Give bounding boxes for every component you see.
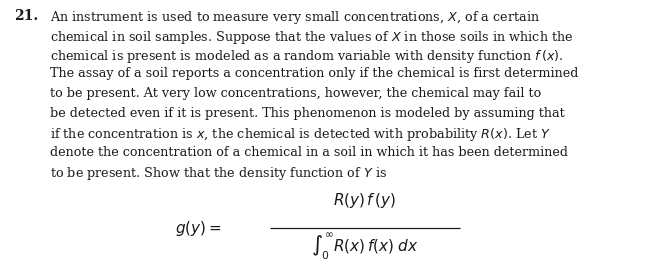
- Text: chemical is present is modeled as a random variable with density function $f\,(x: chemical is present is modeled as a rand…: [50, 48, 564, 65]
- Text: 21.: 21.: [14, 9, 39, 23]
- Text: $g(y) =$: $g(y) =$: [175, 218, 222, 237]
- Text: to be present. At very low concentrations, however, the chemical may fail to: to be present. At very low concentration…: [50, 87, 541, 100]
- Text: to be present. Show that the density function of $Y$ is: to be present. Show that the density fun…: [50, 165, 387, 182]
- Text: An instrument is used to measure very small concentrations, $X$, of a certain: An instrument is used to measure very sm…: [50, 9, 540, 26]
- Text: The assay of a soil reports a concentration only if the chemical is first determ: The assay of a soil reports a concentrat…: [50, 68, 578, 80]
- Text: be detected even if it is present. This phenomenon is modeled by assuming that: be detected even if it is present. This …: [50, 106, 565, 120]
- Text: denote the concentration of a chemical in a soil in which it has been determined: denote the concentration of a chemical i…: [50, 146, 568, 158]
- Text: if the concentration is $x$, the chemical is detected with probability $R(x)$. L: if the concentration is $x$, the chemica…: [50, 126, 551, 143]
- Text: $\int_0^\infty R(x)\,f(x)\; dx$: $\int_0^\infty R(x)\,f(x)\; dx$: [311, 231, 419, 263]
- Text: chemical in soil samples. Suppose that the values of $X$ in those soils in which: chemical in soil samples. Suppose that t…: [50, 28, 574, 46]
- Text: $R(y)\,f\,(y)$: $R(y)\,f\,(y)$: [333, 191, 396, 210]
